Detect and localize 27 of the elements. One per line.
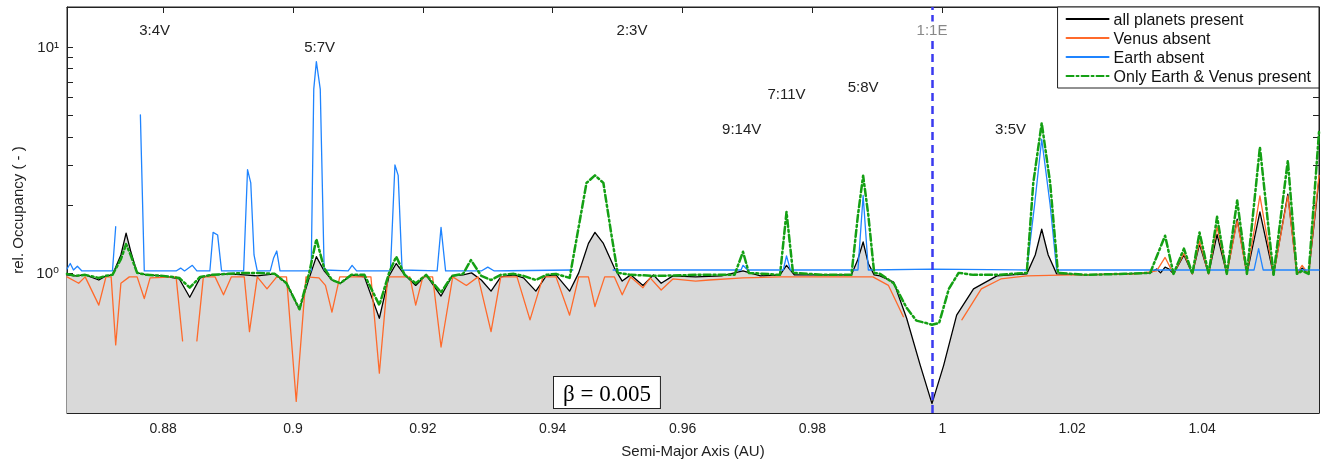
x-tick-label: 0.88 <box>149 420 177 436</box>
x-axis-title: Semi-Major Axis (AU) <box>621 442 765 459</box>
x-tick-label: 1.04 <box>1188 420 1216 436</box>
x-tick-label: 0.94 <box>539 420 567 436</box>
annotation: 2:3V <box>616 21 648 39</box>
x-tick-label: 0.9 <box>283 420 303 436</box>
ref-line-label: 1:1E <box>916 20 948 38</box>
annotation: 7:11V <box>767 85 806 103</box>
x-tick-label: 1.02 <box>1058 420 1087 436</box>
legend-label: Only Earth & Venus present <box>1113 67 1312 85</box>
x-tick-label: 0.92 <box>409 420 437 436</box>
y-axis-title: rel. Occupancy ( - ) <box>9 146 27 274</box>
annotation: β = 0.005 <box>563 381 651 406</box>
legend-label: all planets present <box>1113 10 1244 28</box>
x-tick-label: 0.98 <box>798 420 827 436</box>
x-tick-label: 1 <box>938 420 947 436</box>
annotation: 9:14V <box>722 120 762 138</box>
annotation: 5:8V <box>847 77 879 95</box>
legend-label: Earth absent <box>1113 48 1205 66</box>
x-tick-label: 0.96 <box>668 420 697 436</box>
annotation: 5:7V <box>304 38 336 56</box>
annotation: 3:5V <box>995 120 1026 138</box>
legend-label: Venus absent <box>1113 29 1212 47</box>
y-tick-label: 10¹ <box>37 38 59 56</box>
line-series <box>65 121 1321 326</box>
y-tick-label: 10⁰ <box>36 264 59 282</box>
annotation: 3:4V <box>139 21 171 39</box>
